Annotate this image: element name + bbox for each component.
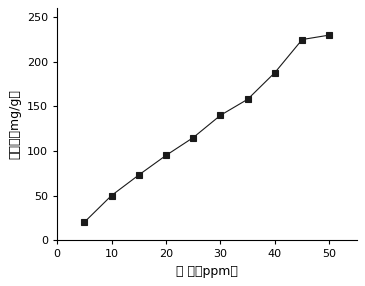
X-axis label: 浓 度（ppm）: 浓 度（ppm） [176, 265, 238, 278]
Y-axis label: 吸附量（mg/g）: 吸附量（mg/g） [8, 89, 21, 159]
